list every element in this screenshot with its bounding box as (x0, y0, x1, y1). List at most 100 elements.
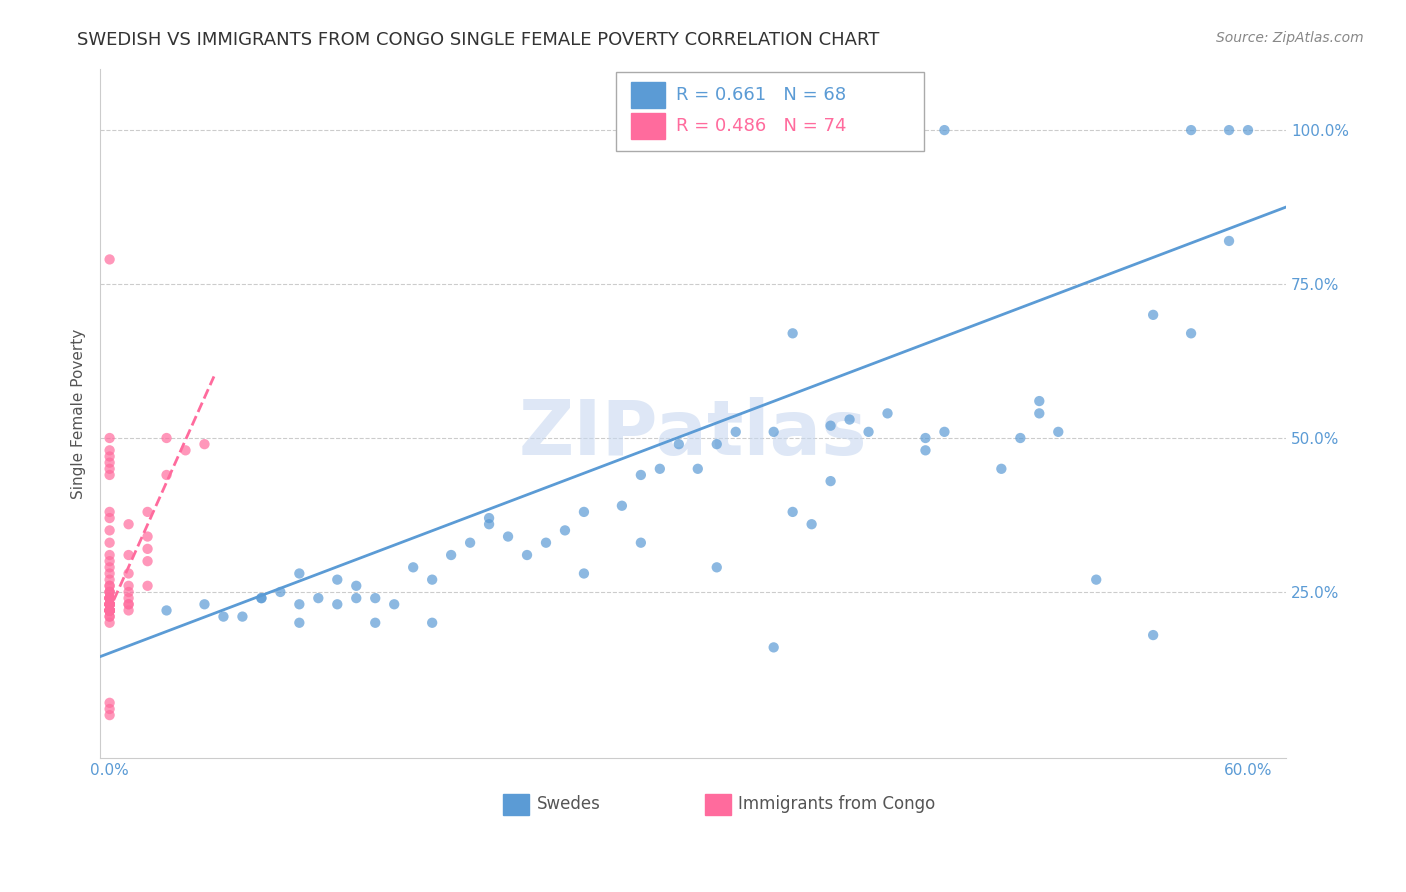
Point (288, 566, 311, 581)
Point (98, 431, 121, 445)
Point (1085, 573, 1108, 587)
Point (326, 573, 349, 587)
Point (98, 591, 121, 606)
Point (98, 597, 121, 611)
Text: R = 0.661   N = 68: R = 0.661 N = 68 (676, 86, 846, 103)
Point (288, 597, 311, 611)
Point (800, 517, 823, 532)
Point (98, 603, 121, 617)
Point (98, 597, 121, 611)
Point (136, 530, 159, 544)
Point (820, 474, 842, 488)
Point (136, 541, 159, 556)
Point (876, 406, 898, 420)
Point (534, 535, 557, 549)
Point (1237, 123, 1260, 137)
Point (420, 615, 443, 630)
Point (250, 591, 273, 606)
Point (440, 548, 463, 562)
Point (572, 505, 595, 519)
Point (610, 499, 633, 513)
Point (98, 603, 121, 617)
Point (98, 603, 121, 617)
Point (288, 615, 311, 630)
Point (98, 702, 121, 716)
Point (98, 708, 121, 723)
Point (782, 505, 804, 519)
Point (914, 431, 936, 445)
Point (98, 603, 121, 617)
Point (326, 597, 349, 611)
Point (98, 579, 121, 593)
Point (364, 591, 387, 606)
Bar (503, 794, 530, 814)
Point (98, 560, 121, 574)
Point (934, 123, 956, 137)
Point (98, 597, 121, 611)
Point (117, 597, 139, 611)
Point (136, 579, 159, 593)
Point (1142, 308, 1164, 322)
FancyBboxPatch shape (616, 72, 924, 152)
Point (668, 123, 690, 137)
Point (117, 579, 139, 593)
Point (98, 467, 121, 482)
Point (98, 597, 121, 611)
Point (136, 505, 159, 519)
Point (98, 585, 121, 599)
Point (516, 548, 538, 562)
Point (1142, 628, 1164, 642)
Point (1028, 394, 1050, 409)
Point (250, 591, 273, 606)
Point (117, 585, 139, 599)
Point (307, 591, 329, 606)
Point (98, 573, 121, 587)
Point (98, 450, 121, 464)
Point (193, 597, 215, 611)
Point (174, 443, 197, 458)
Point (98, 591, 121, 606)
Point (762, 425, 785, 439)
Point (117, 591, 139, 606)
Point (98, 548, 121, 562)
Point (686, 462, 709, 476)
Point (193, 437, 215, 451)
Point (724, 425, 747, 439)
Text: ZIPatlas: ZIPatlas (519, 397, 868, 471)
Point (1218, 234, 1240, 248)
Point (820, 418, 842, 433)
Point (98, 591, 121, 606)
Bar (631, 112, 665, 139)
Point (98, 696, 121, 710)
Point (364, 615, 387, 630)
Point (98, 603, 121, 617)
Point (1218, 123, 1240, 137)
Point (762, 640, 785, 655)
Point (98, 597, 121, 611)
Point (98, 597, 121, 611)
Point (1047, 425, 1070, 439)
Point (98, 603, 121, 617)
Point (98, 597, 121, 611)
Point (934, 425, 956, 439)
Point (478, 511, 501, 525)
Point (990, 462, 1012, 476)
Point (98, 511, 121, 525)
Point (117, 517, 139, 532)
Point (98, 615, 121, 630)
Point (706, 560, 728, 574)
Bar (704, 794, 731, 814)
Point (1028, 406, 1050, 420)
Point (269, 585, 291, 599)
Point (98, 566, 121, 581)
Point (98, 603, 121, 617)
Point (1180, 326, 1202, 341)
Point (420, 573, 443, 587)
Point (648, 462, 671, 476)
Point (1180, 123, 1202, 137)
Point (98, 603, 121, 617)
Point (344, 579, 367, 593)
Point (98, 505, 121, 519)
Point (98, 524, 121, 538)
Point (155, 603, 177, 617)
